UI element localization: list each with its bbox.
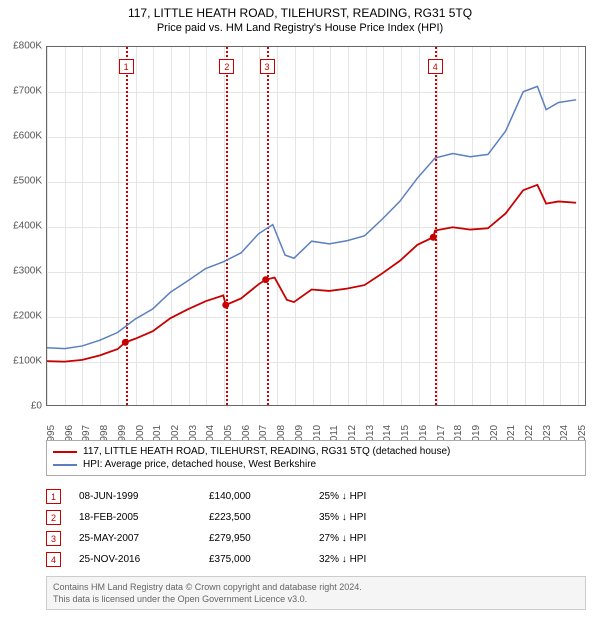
legend-label-hpi: HPI: Average price, detached house, West… [83,459,316,470]
sale-event-price: £279,950 [209,533,319,544]
attribution-footer: Contains HM Land Registry data © Crown c… [46,576,586,610]
sale-event-delta: 35% ↓ HPI [319,512,429,523]
sale-event-flag: 3 [260,59,275,74]
y-axis-tick-label: £0 [0,401,42,412]
sale-event-row: 1 08-JUN-1999£140,00025% ↓ HPI [46,486,586,507]
sale-event-date: 18-FEB-2005 [79,512,209,523]
sale-event-flag: 1 [119,59,134,74]
sale-event-date: 25-NOV-2016 [79,554,209,565]
sale-event-marker [262,276,269,283]
y-axis-tick-label: £700K [0,86,42,97]
sale-event-index: 3 [46,531,61,546]
chart-title: 117, LITTLE HEATH ROAD, TILEHURST, READI… [0,6,600,20]
sale-event-marker [222,301,229,308]
sale-event-date: 08-JUN-1999 [79,491,209,502]
y-axis-tick-label: £200K [0,311,42,322]
sale-event-index: 4 [46,552,61,567]
sale-event-row: 2 18-FEB-2005£223,50035% ↓ HPI [46,507,586,528]
legend-swatch-hpi [53,464,77,466]
sale-event-index: 1 [46,489,61,504]
sale-event-marker [122,339,129,346]
sales-events-table: 1 08-JUN-1999£140,00025% ↓ HPI 2 18-FEB-200… [46,486,586,570]
y-axis-tick-label: £100K [0,356,42,367]
sale-event-row: 3 25-MAY-2007£279,95027% ↓ HPI [46,528,586,549]
y-axis-tick-label: £800K [0,41,42,52]
footer-line-1: Contains HM Land Registry data © Crown c… [53,581,579,593]
series-line-hpi [47,86,576,348]
sale-event-marker [430,234,437,241]
y-axis-tick-label: £300K [0,266,42,277]
chart-plot-area: 1 2 3 4 [46,46,586,406]
y-axis-tick-label: £400K [0,221,42,232]
sale-event-delta: 25% ↓ HPI [319,491,429,502]
sale-event-date: 25-MAY-2007 [79,533,209,544]
footer-line-2: This data is licensed under the Open Gov… [53,593,579,605]
sale-event-row: 4 25-NOV-2016£375,00032% ↓ HPI [46,549,586,570]
sale-event-price: £223,500 [209,512,319,523]
y-axis-tick-label: £500K [0,176,42,187]
legend-label-property: 117, LITTLE HEATH ROAD, TILEHURST, READI… [83,446,450,457]
series-line-property [47,185,576,362]
sale-event-price: £140,000 [209,491,319,502]
chart-subtitle: Price paid vs. HM Land Registry's House … [0,22,600,34]
sale-event-delta: 32% ↓ HPI [319,554,429,565]
sale-event-flag: 2 [219,59,234,74]
legend-swatch-property [53,451,77,453]
y-axis-tick-label: £600K [0,131,42,142]
legend: 117, LITTLE HEATH ROAD, TILEHURST, READI… [46,440,586,476]
sale-event-delta: 27% ↓ HPI [319,533,429,544]
sale-event-price: £375,000 [209,554,319,565]
sale-event-index: 2 [46,510,61,525]
sale-event-flag: 4 [428,59,443,74]
